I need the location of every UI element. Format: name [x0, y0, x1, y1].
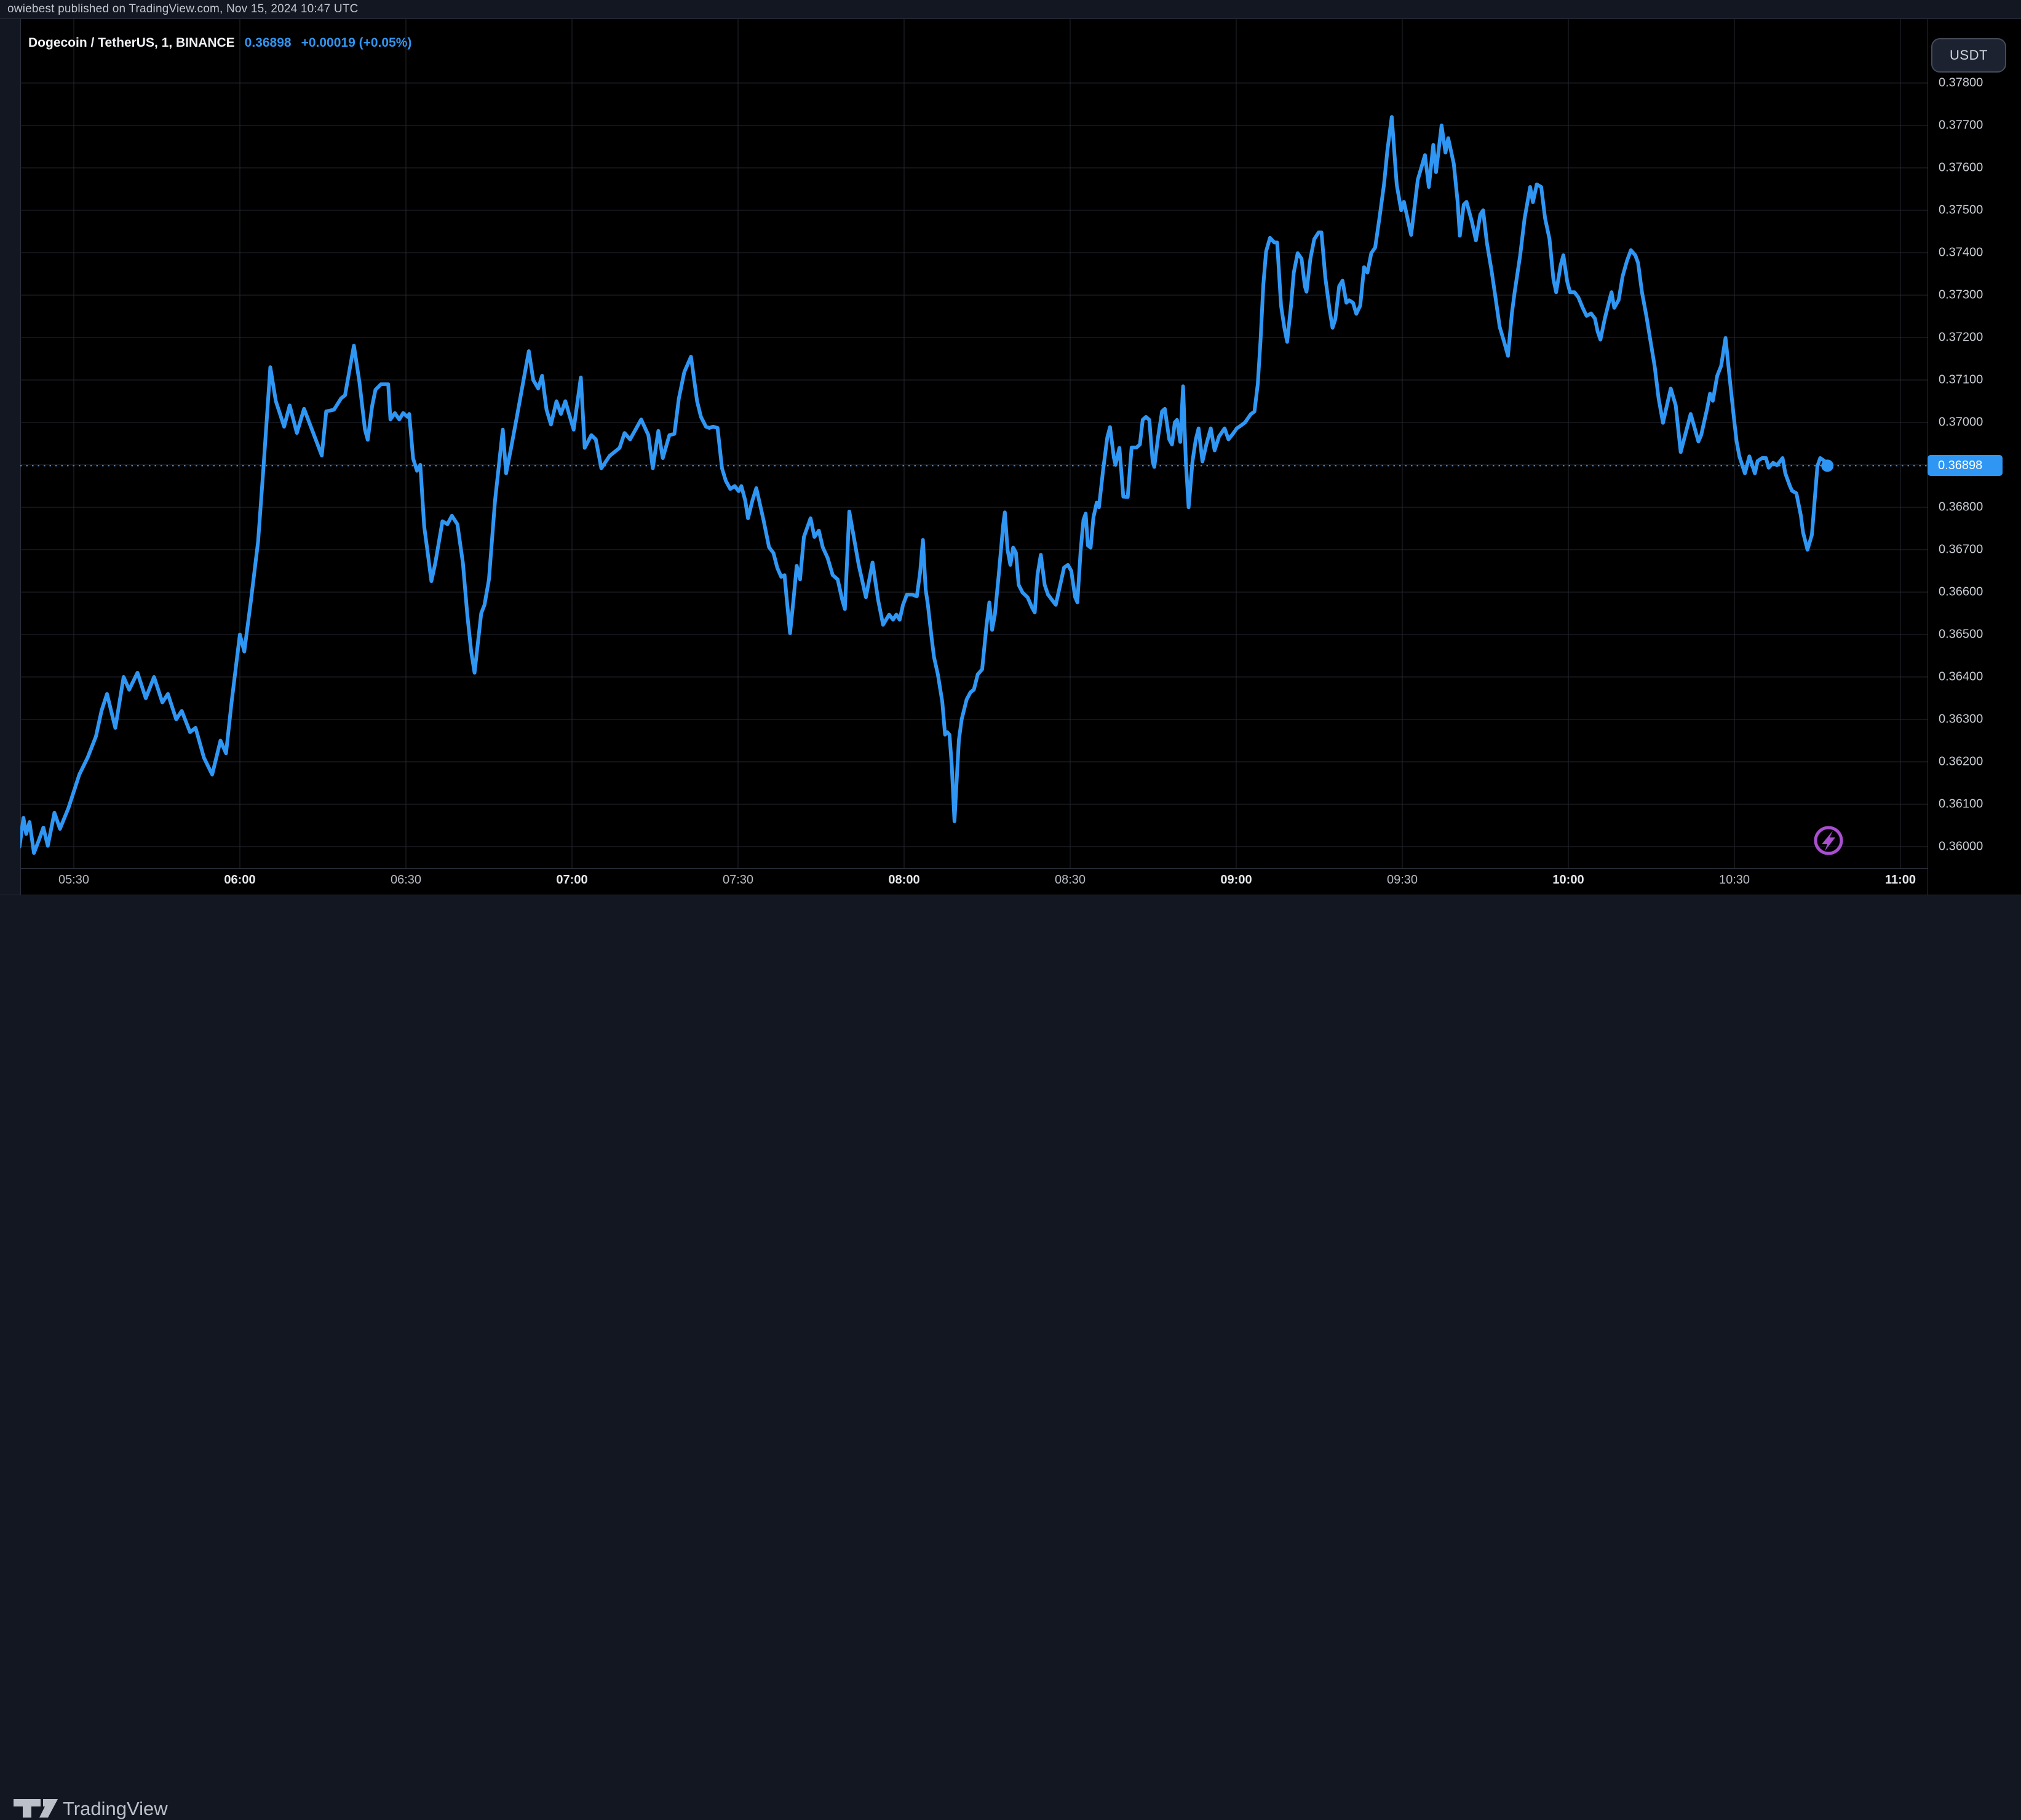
plot-left-border — [20, 18, 21, 895]
time-tick-label: 08:30 — [1054, 873, 1086, 887]
current-price-label: 0.36898 — [1928, 455, 2003, 477]
price-tick-label: 0.37300 — [1939, 288, 1983, 302]
chart-plot-background[interactable] — [20, 18, 1928, 868]
time-tick-label: 11:00 — [1884, 873, 1916, 887]
time-tick-label: 06:00 — [224, 873, 256, 887]
price-tick-label: 0.37600 — [1939, 160, 1983, 175]
price-tick-label: 0.36600 — [1939, 585, 1983, 599]
price-tick-label: 0.37200 — [1939, 330, 1983, 344]
time-tick-label: 10:30 — [1718, 873, 1750, 887]
time-tick-label: 09:00 — [1220, 873, 1252, 887]
tradingview-brand-text[interactable]: TradingView — [63, 1798, 168, 1819]
time-tick-label: 06:30 — [390, 873, 422, 887]
time-tick-label: 09:30 — [1386, 873, 1418, 887]
currency-unit-button[interactable]: USDT — [1931, 38, 2006, 73]
price-tick-label: 0.36300 — [1939, 712, 1983, 726]
chart-legend-header[interactable]: Dogecoin / TetherUS, 1, BINANCE 0.36898 … — [28, 36, 411, 50]
time-tick-label: 07:00 — [556, 873, 588, 887]
price-tick-label: 0.37800 — [1939, 76, 1983, 90]
price-tick-label: 0.37000 — [1939, 415, 1983, 429]
price-tick-label: 0.36800 — [1939, 500, 1983, 514]
last-price-value: 0.36898 — [244, 36, 292, 50]
price-tick-label: 0.36200 — [1939, 754, 1983, 769]
time-tick-label: 05:30 — [58, 873, 90, 887]
price-tick-label: 0.36000 — [1939, 839, 1983, 853]
price-tick-label: 0.37500 — [1939, 203, 1983, 217]
price-tick-label: 0.36500 — [1939, 627, 1983, 641]
price-tick-label: 0.36100 — [1939, 797, 1983, 811]
time-tick-label: 10:00 — [1552, 873, 1584, 887]
tradingview-logo-icon[interactable] — [14, 1798, 60, 1818]
price-tick-label: 0.37100 — [1939, 373, 1983, 387]
price-tick-label: 0.37400 — [1939, 245, 1983, 259]
time-tick-label: 08:00 — [888, 873, 920, 887]
top-attribution-bar: owiebest published on TradingView.com, N… — [0, 0, 2021, 18]
price-tick-label: 0.36400 — [1939, 670, 1983, 684]
price-tick-label: 0.37700 — [1939, 118, 1983, 132]
footer-bar: TradingView — [0, 895, 2021, 1819]
plot-top-border — [0, 18, 2021, 19]
time-tick-label: 07:30 — [722, 873, 754, 887]
symbol-title[interactable]: Dogecoin / TetherUS, 1, BINANCE — [28, 36, 235, 50]
attribution-text: owiebest published on TradingView.com, N… — [7, 2, 359, 15]
price-tick-label: 0.36700 — [1939, 542, 1983, 556]
price-chart[interactable] — [0, 0, 2021, 933]
time-axis[interactable] — [20, 868, 1928, 895]
price-change-value: +0.00019 (+0.05%) — [301, 36, 412, 50]
